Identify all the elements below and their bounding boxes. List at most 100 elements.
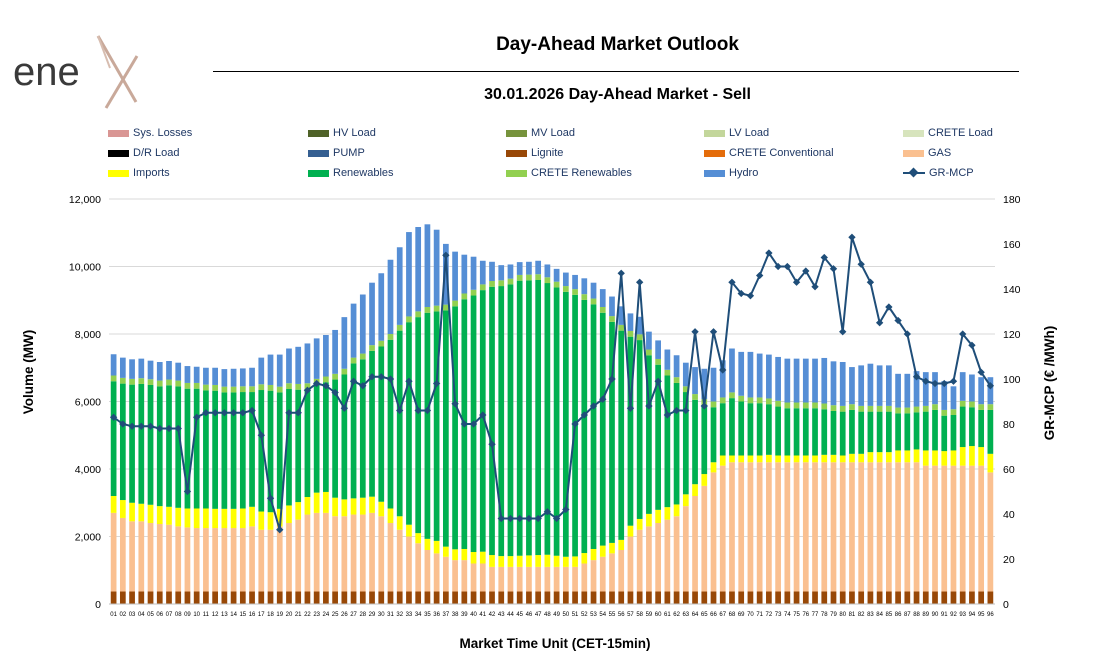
x-tick-label: 72 bbox=[766, 612, 773, 618]
y-tick-label: 10,000 bbox=[69, 262, 101, 274]
x-tick-label: 36 bbox=[433, 612, 440, 618]
bar-hydro bbox=[747, 351, 754, 398]
gr-mcp-point bbox=[202, 409, 210, 417]
bar-imports bbox=[895, 450, 901, 463]
bar-crete-renewables bbox=[692, 394, 698, 400]
bar-gas bbox=[359, 514, 366, 592]
bar-renewables bbox=[295, 389, 302, 503]
bar-hydro bbox=[784, 358, 791, 403]
x-tick-label: 61 bbox=[664, 612, 671, 618]
bar-renewables bbox=[590, 304, 597, 549]
bar-renewables bbox=[969, 407, 975, 447]
x-tick-label: 21 bbox=[295, 612, 302, 618]
bar-renewables bbox=[922, 411, 929, 451]
legend-item-lv-load: LV Load bbox=[704, 127, 769, 139]
gr-mcp-point bbox=[672, 406, 681, 415]
bar-hydro bbox=[849, 367, 855, 405]
bar-hydro bbox=[313, 338, 320, 379]
legend-item-hydro: Hydro bbox=[704, 167, 758, 179]
bar-crete-renewables bbox=[415, 311, 422, 318]
bar-gas bbox=[802, 462, 809, 592]
bar-crete-renewables bbox=[978, 404, 985, 410]
x-tick-label: 15 bbox=[239, 612, 246, 618]
bar-crete-renewables bbox=[581, 294, 588, 300]
bar-gas bbox=[193, 528, 200, 592]
bar-gas bbox=[396, 529, 403, 592]
x-tick-label: 76 bbox=[802, 612, 809, 618]
legend-label: D/R Load bbox=[133, 147, 180, 159]
bar-gas bbox=[166, 524, 172, 592]
bar-hydro bbox=[756, 353, 763, 398]
bar-crete-renewables bbox=[895, 407, 901, 414]
bar-lignite bbox=[775, 591, 781, 604]
gr-mcp-point bbox=[534, 514, 542, 523]
bar-imports bbox=[747, 455, 754, 463]
bar-renewables bbox=[609, 321, 615, 543]
legend-swatch bbox=[903, 129, 924, 137]
bar-lignite bbox=[230, 591, 237, 604]
bar-imports bbox=[784, 455, 791, 463]
bar-hydro bbox=[286, 348, 292, 384]
gr-mcp-point bbox=[294, 409, 302, 417]
x-tick-label: 27 bbox=[350, 612, 357, 618]
bar-lignite bbox=[396, 591, 403, 604]
bar-lignite bbox=[147, 591, 154, 604]
bar-lignite bbox=[535, 591, 542, 604]
bar-imports bbox=[969, 446, 975, 466]
price-line bbox=[109, 233, 995, 534]
x-tick-label: 35 bbox=[424, 612, 431, 618]
bar-crete-renewables bbox=[369, 345, 375, 351]
gr-mcp-point bbox=[174, 424, 182, 433]
legend-swatch bbox=[308, 129, 329, 137]
bar-renewables bbox=[203, 390, 209, 509]
gr-mcp-point bbox=[239, 409, 247, 417]
bar-lignite bbox=[479, 591, 486, 604]
bar-hydro bbox=[470, 256, 477, 290]
gr-mcp-point bbox=[728, 278, 736, 286]
x-tick-label: 86 bbox=[895, 612, 902, 618]
bar-hydro bbox=[581, 278, 588, 295]
bar-imports bbox=[332, 497, 338, 517]
x-tick-label: 51 bbox=[572, 612, 579, 618]
bar-imports bbox=[849, 453, 855, 463]
bar-lignite bbox=[258, 591, 265, 604]
bar-gas bbox=[922, 465, 929, 592]
bar-lignite bbox=[276, 591, 283, 604]
bar-lignite bbox=[175, 591, 182, 604]
bar-renewables bbox=[258, 390, 265, 512]
gr-mcp-point bbox=[922, 377, 930, 385]
legend-label: GR-MCP bbox=[929, 167, 974, 179]
bar-imports bbox=[719, 455, 726, 466]
bar-renewables bbox=[738, 401, 745, 456]
x-tick-label: 10 bbox=[193, 612, 200, 618]
bar-lignite bbox=[166, 591, 172, 604]
bar-gas bbox=[609, 553, 615, 592]
bar-imports bbox=[147, 504, 154, 523]
bar-gas bbox=[738, 462, 745, 592]
bar-renewables bbox=[212, 390, 218, 509]
bar-hydro bbox=[498, 265, 505, 281]
bar-gas bbox=[941, 465, 948, 592]
bar-crete-renewables bbox=[932, 404, 938, 410]
gr-mcp-point bbox=[312, 379, 321, 388]
bar-hydro bbox=[249, 367, 255, 387]
bar-lignite bbox=[987, 591, 994, 604]
bar-hydro bbox=[175, 362, 182, 381]
legend-item-gas: GAS bbox=[903, 147, 951, 159]
x-tick-label: 67 bbox=[719, 612, 726, 618]
bar-hydro bbox=[590, 282, 597, 299]
bar-crete-renewables bbox=[830, 405, 837, 411]
x-tick-label: 20 bbox=[286, 612, 293, 618]
bar-imports bbox=[249, 506, 255, 527]
legend-label: MV Load bbox=[531, 127, 576, 139]
x-tick-label: 17 bbox=[258, 612, 265, 618]
bar-hydro bbox=[553, 268, 560, 282]
bar-gas bbox=[839, 462, 846, 592]
bar-renewables bbox=[941, 415, 948, 452]
x-tick-label: 68 bbox=[729, 612, 736, 618]
bar-imports bbox=[119, 500, 126, 518]
gr-mcp-point bbox=[220, 409, 229, 417]
bar-renewables bbox=[443, 310, 449, 547]
gr-mcp-point bbox=[765, 249, 773, 257]
x-tick-label: 41 bbox=[479, 612, 486, 618]
